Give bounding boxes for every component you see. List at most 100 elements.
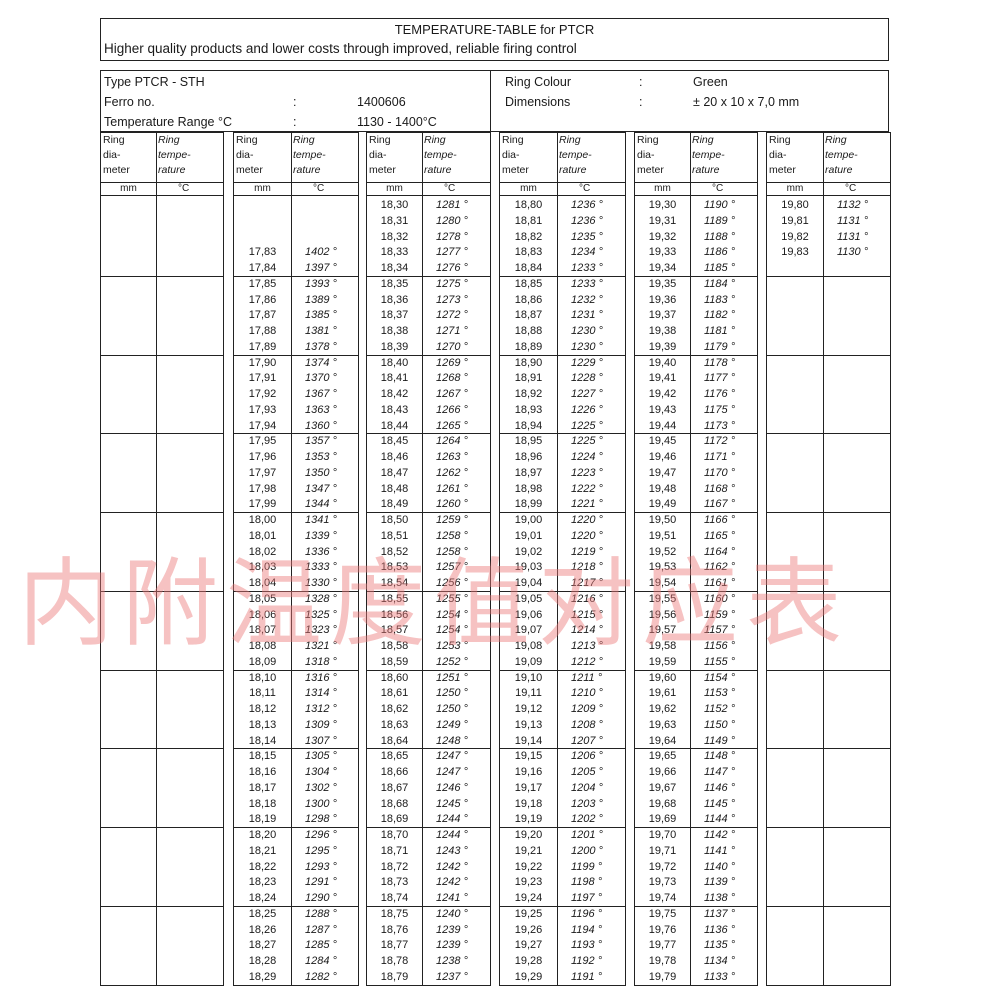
ring-temperature: 1230 ° (571, 340, 603, 353)
table-row (767, 608, 890, 624)
ring-diameter: 18,18 (248, 797, 277, 810)
table-row: 18,94 1225 ° (500, 419, 625, 435)
ring-temperature: 1217 ° (571, 577, 603, 589)
table-row: 19,19 1202 ° (500, 812, 625, 828)
ring-temperature: 1135 ° (704, 939, 736, 952)
ring-diameter: 18,07 (248, 624, 277, 637)
table-row (101, 434, 223, 450)
ring-diameter: 19,09 (514, 655, 543, 668)
table-row: 17,98 1347 ° (234, 482, 358, 498)
diameter-header: Ring dia- meter (637, 134, 664, 176)
table-row: 18,28 1284 ° (234, 954, 358, 970)
ring-diameter: 18,26 (248, 923, 277, 936)
ring-temperature: 1350 ° (305, 466, 337, 479)
table-row (767, 545, 890, 561)
ring-temperature: 1170 ° (704, 466, 736, 479)
temperature-unit: °C (557, 182, 625, 196)
ring-temperature: 1250 ° (436, 703, 468, 715)
ring-diameter: 19,68 (648, 797, 677, 810)
ring-temperature: 1231 ° (571, 309, 603, 322)
table-row (767, 844, 890, 860)
table-row: 18,21 1295 ° (234, 844, 358, 860)
table-row (767, 434, 890, 450)
ring-diameter: 18,00 (248, 514, 277, 526)
ring-temperature: 1131 ° (837, 230, 869, 243)
ring-temperature: 1281 ° (436, 199, 468, 211)
table-row: 19,48 1168 ° (635, 482, 757, 498)
table-row: 19,08 1213 ° (500, 639, 625, 655)
table-row: 19,63 1150 ° (635, 718, 757, 734)
table-row: 19,26 1194 ° (500, 923, 625, 939)
ring-diameter: 18,29 (248, 970, 277, 983)
ring-diameter: 18,90 (514, 356, 543, 369)
ring-diameter: 17,89 (248, 340, 277, 353)
ring-diameter: 19,51 (648, 529, 677, 542)
ring-diameter: 19,56 (648, 608, 677, 621)
ring-diameter: 17,96 (248, 451, 277, 463)
table-row: 19,83 1130 ° (767, 245, 890, 261)
ring-diameter: 19,27 (514, 939, 543, 952)
table-row (101, 734, 223, 750)
ring-temperature: 1385 ° (305, 309, 337, 322)
table-row (101, 970, 223, 986)
ring-temperature: 1235 ° (571, 230, 603, 243)
table-row (101, 923, 223, 939)
ring-temperature: 1243 ° (436, 844, 468, 857)
ring-temperature: 1197 ° (571, 892, 603, 904)
ring-temperature: 1181 ° (704, 325, 736, 337)
table-row: 19,57 1157 ° (635, 623, 757, 639)
table-row: 19,00 1220 ° (500, 513, 625, 529)
table-row: 17,97 1350 ° (234, 466, 358, 482)
table-row (101, 797, 223, 813)
table-row (767, 513, 890, 529)
table-row: 19,06 1215 ° (500, 608, 625, 624)
table-row: 18,19 1298 ° (234, 812, 358, 828)
temperature-unit: °C (823, 182, 890, 196)
ring-diameter: 19,70 (648, 829, 677, 841)
table-row: 19,33 1186 ° (635, 245, 757, 261)
ring-temperature: 1149 ° (704, 734, 736, 747)
table-row: 19,17 1204 ° (500, 781, 625, 797)
table-row (101, 608, 223, 624)
table-row (767, 891, 890, 907)
ring-temperature: 1288 ° (305, 907, 337, 920)
temperature-unit: °C (422, 182, 490, 196)
ring-diameter: 18,96 (514, 451, 543, 463)
ring-temperature: 1293 ° (305, 860, 337, 873)
ring-diameter: 19,47 (648, 466, 677, 479)
table-row (767, 623, 890, 639)
column-separator (422, 133, 423, 985)
table-row: 18,76 1239 ° (367, 923, 490, 939)
table-row: 18,86 1232 ° (500, 293, 625, 309)
ring-temperature: 1207 ° (571, 734, 603, 747)
ring-diameter: 19,75 (648, 907, 677, 920)
product-info: Type PTCR - STH Ferro no. : 1400606 Temp… (100, 70, 889, 132)
ring-temperature: 1240 ° (436, 907, 468, 920)
table-row: 18,01 1339 ° (234, 529, 358, 545)
ring-diameter: 18,97 (514, 466, 543, 479)
table-row: 19,72 1140 ° (635, 860, 757, 876)
ring-diameter: 19,61 (648, 687, 677, 700)
ring-temperature: 1178 ° (704, 356, 736, 369)
temperature-unit: °C (690, 182, 757, 196)
table-row (101, 560, 223, 576)
ring-temperature: 1269 ° (436, 356, 468, 369)
ring-diameter: 17,91 (248, 372, 277, 385)
column-separator (557, 133, 558, 985)
table-row: 19,70 1142 ° (635, 828, 757, 844)
table-row: 19,67 1146 ° (635, 781, 757, 797)
ring-diameter: 19,55 (648, 592, 677, 605)
ring-diameter: 19,73 (648, 876, 677, 889)
table-row: 18,83 1234 ° (500, 245, 625, 261)
ferro-label: Ferro no. (104, 95, 155, 109)
table-row: 18,51 1258 ° (367, 529, 490, 545)
ring-temperature: 1229 ° (571, 356, 603, 369)
ring-diameter: 19,64 (648, 734, 677, 747)
table-row (101, 450, 223, 466)
page-title: TEMPERATURE-TABLE for PTCR (394, 22, 595, 37)
table-row (767, 576, 890, 592)
table-row: 18,20 1296 ° (234, 828, 358, 844)
ring-diameter: 18,75 (380, 907, 409, 920)
table-row (101, 497, 223, 513)
table-row: 19,34 1185 ° (635, 261, 757, 277)
